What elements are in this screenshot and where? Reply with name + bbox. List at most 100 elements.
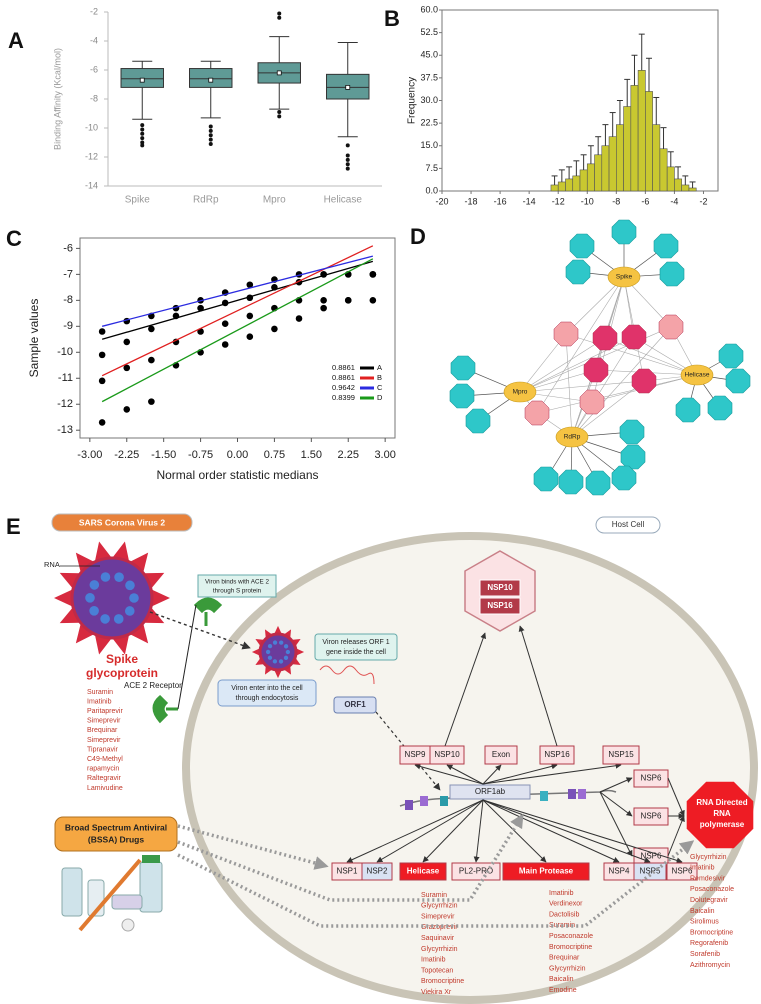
panel-label: B	[384, 6, 400, 31]
drug-name: Azithromycin	[690, 962, 730, 969]
point	[369, 297, 377, 304]
drug-name: Topotecan	[421, 967, 453, 974]
compound-node	[592, 325, 618, 351]
outlier	[208, 137, 213, 142]
receptor	[152, 694, 178, 724]
note-text: Viron enter into the cell	[231, 685, 303, 692]
protein-label: Helicase	[407, 867, 440, 876]
rna-dot	[279, 640, 284, 645]
y-tick-label: -10	[85, 122, 98, 132]
drug-name: Brequinar	[549, 955, 580, 962]
point	[197, 304, 204, 312]
gene-box	[449, 784, 531, 800]
target-label: Mpro	[513, 389, 528, 396]
gene-segment	[440, 796, 448, 806]
target-node	[555, 426, 589, 448]
x-tick-label: -16	[494, 196, 507, 206]
drug-name: Imatinib	[690, 865, 715, 872]
arrow	[599, 777, 633, 793]
y-tick-label: 30.0	[420, 95, 438, 105]
arrow	[482, 799, 651, 863]
protein-label: NSP16	[487, 601, 513, 610]
point	[320, 297, 327, 304]
point	[98, 419, 106, 426]
legend-label: B	[377, 373, 382, 382]
arrow	[518, 625, 558, 747]
legend-swatch	[360, 396, 374, 400]
drug-node	[619, 419, 645, 445]
drug-name: rapamycin	[87, 766, 119, 773]
x-tick-label: Helicase	[324, 195, 363, 206]
protein-label: NSP4	[609, 867, 630, 876]
rna-dot	[100, 572, 111, 582]
target-node	[607, 266, 641, 288]
y-tick-label: -11	[58, 372, 73, 384]
spike	[75, 552, 95, 573]
receptor	[193, 597, 223, 626]
label-box	[595, 516, 661, 534]
bssa-box	[54, 816, 178, 852]
rna-dot	[272, 640, 278, 645]
drug-node	[611, 465, 637, 491]
outlier	[345, 157, 350, 162]
rna-dot	[265, 649, 271, 655]
legend-value: 0.8861	[332, 373, 355, 382]
y-tick-label: 7.5	[425, 163, 438, 173]
y-tick-label: -12	[85, 151, 98, 161]
bar	[630, 85, 639, 192]
network: Spike Mpro Helicase RdRp	[449, 219, 751, 496]
bar	[608, 136, 617, 192]
point	[221, 341, 229, 348]
drug-name: Sorafenib	[690, 951, 720, 958]
rna-dot	[285, 649, 291, 655]
x-tick-label: Spike	[125, 195, 150, 206]
drug-node	[718, 343, 744, 369]
drug-name: Tipranavir	[87, 746, 119, 753]
y-tick-label: 22.5	[420, 118, 438, 128]
protein-label: NSP15	[608, 750, 634, 759]
bssa-label: Broad Spectrum Antiviral	[65, 822, 167, 832]
protein-label: NSP6	[641, 812, 662, 821]
note-text: through endocytosis	[236, 695, 299, 702]
protein-label: Exon	[492, 750, 510, 759]
protein-box	[399, 862, 447, 881]
drug-node	[659, 261, 685, 287]
bar	[572, 175, 581, 192]
target-node	[680, 364, 714, 386]
y-tick-label: -7	[63, 268, 73, 280]
x-tick-label: -0.75	[188, 449, 213, 461]
drug-route	[177, 813, 524, 902]
spike-title: Spike	[106, 652, 138, 666]
gene-box	[333, 696, 377, 714]
rna-dot	[114, 572, 124, 582]
drug-node	[565, 259, 591, 285]
drug-node	[620, 444, 646, 470]
note-box	[217, 679, 317, 707]
arrow	[414, 763, 484, 785]
point	[295, 315, 303, 322]
drug-name: Imatinib	[87, 698, 112, 705]
y-tick-label: 52.5	[420, 27, 438, 37]
y-tick-label: 37.5	[420, 72, 438, 82]
drug-name: Dolutegravir	[690, 897, 728, 904]
spike	[143, 607, 165, 624]
x-tick-label: -1.50	[151, 449, 176, 461]
bar	[601, 145, 610, 192]
outlier	[277, 114, 282, 119]
spike	[129, 623, 149, 644]
arrow	[482, 799, 620, 863]
rna-strand	[319, 665, 375, 685]
bar	[557, 181, 566, 192]
bar	[586, 163, 595, 192]
x-tick-label: -18	[465, 196, 478, 206]
point	[221, 320, 229, 328]
outlier	[277, 15, 282, 20]
arrow	[599, 791, 633, 817]
outlier	[208, 128, 213, 133]
arrow	[444, 632, 487, 747]
x-tick-label: -3.00	[77, 449, 102, 461]
protein-box	[484, 745, 518, 765]
note-text: Viron binds with ACE 2	[205, 579, 269, 586]
note-text: gene inside the cell	[326, 649, 386, 656]
drug-name: Regorafenib	[690, 940, 728, 947]
